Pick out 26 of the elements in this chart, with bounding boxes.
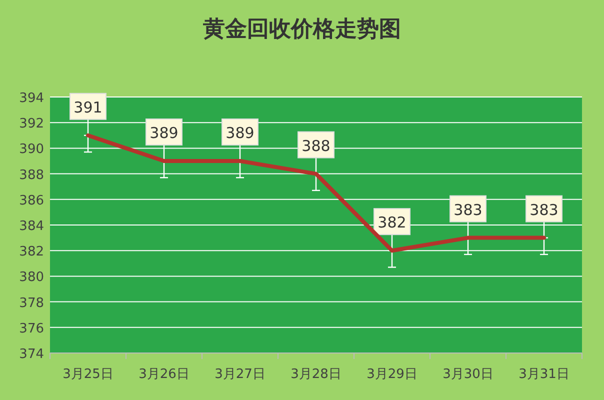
y-tick-label: 388 [19, 168, 44, 183]
x-tick-label: 3月30日 [442, 367, 494, 382]
x-tick-label: 3月29日 [366, 367, 418, 382]
x-tick-label: 3月28日 [290, 367, 342, 382]
data-label: 388 [302, 136, 330, 155]
data-label: 391 [74, 98, 102, 116]
chart-title: 黄金回收价格走势图 [202, 16, 401, 42]
y-tick-label: 394 [19, 91, 44, 106]
x-tick-label: 3月25日 [62, 367, 114, 382]
y-tick-label: 392 [19, 116, 44, 132]
data-label: 382 [378, 214, 406, 232]
y-tick-label: 380 [19, 270, 44, 286]
y-tick-label: 374 [19, 347, 44, 362]
y-tick-label: 390 [19, 142, 44, 158]
x-tick-label: 3月31日 [518, 367, 570, 382]
data-label: 389 [150, 124, 178, 142]
data-label: 389 [226, 124, 254, 142]
y-tick-label: 382 [19, 244, 44, 260]
data-label: 383 [530, 200, 558, 219]
y-tick-label: 386 [19, 193, 44, 208]
y-tick-label: 384 [19, 219, 44, 234]
x-tick-label: 3月27日 [214, 367, 266, 382]
x-tick-label: 3月26日 [138, 367, 190, 382]
y-tick-label: 376 [19, 321, 44, 336]
data-label: 383 [454, 200, 482, 219]
y-tick-label: 378 [19, 296, 44, 311]
